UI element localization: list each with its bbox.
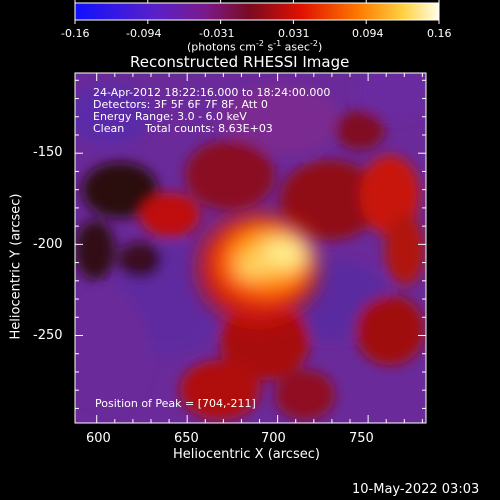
time-range-label: 24-Apr-2012 18:22:16.000 to 18:24:00.000 xyxy=(93,86,331,99)
plot-frame xyxy=(74,72,427,424)
colorbar-tick-label: -0.031 xyxy=(199,27,235,40)
algorithm-label: Clean xyxy=(93,122,125,135)
y-axis-label: Heliocentric Y (arcsec) xyxy=(8,193,24,340)
plot-title: Reconstructed RHESSI Image xyxy=(130,53,350,71)
y-tick-label: -150 xyxy=(33,145,63,160)
y-tick-label: -250 xyxy=(33,328,63,343)
colorbar-tick-label: -0.094 xyxy=(126,27,162,40)
axis-ticks xyxy=(75,73,426,423)
solar-image xyxy=(75,73,426,423)
total-counts-label: Total counts: 8.63E+03 xyxy=(145,122,273,135)
colorbar-tick-label: 0.031 xyxy=(278,27,310,40)
colorbar-tick-label: 0.16 xyxy=(427,27,452,40)
x-tick-label: 600 xyxy=(86,431,111,446)
y-tick-label: -200 xyxy=(33,237,63,252)
x-tick-label: 750 xyxy=(349,431,374,446)
generated-timestamp: 10-May-2022 03:03 xyxy=(352,482,480,497)
x-tick-label: 650 xyxy=(174,431,199,446)
energy-range-label: Energy Range: 3.0 - 6.0 keV xyxy=(93,110,247,123)
peak-position-label: Position of Peak = [704,-211] xyxy=(95,397,256,410)
colorbar-tick-label: -0.16 xyxy=(61,27,90,40)
x-tick-label: 700 xyxy=(261,431,286,446)
detectors-label: Detectors: 3F 5F 6F 7F 8F, Att 0 xyxy=(93,98,268,111)
colorbar-units: (photons cm-2 s-1 asec-2) xyxy=(187,39,323,54)
colorbar-tick-label: 0.094 xyxy=(352,27,384,40)
colorbar-ticks xyxy=(74,0,440,24)
colorbar xyxy=(74,2,440,21)
x-axis-label: Heliocentric X (arcsec) xyxy=(173,447,320,462)
